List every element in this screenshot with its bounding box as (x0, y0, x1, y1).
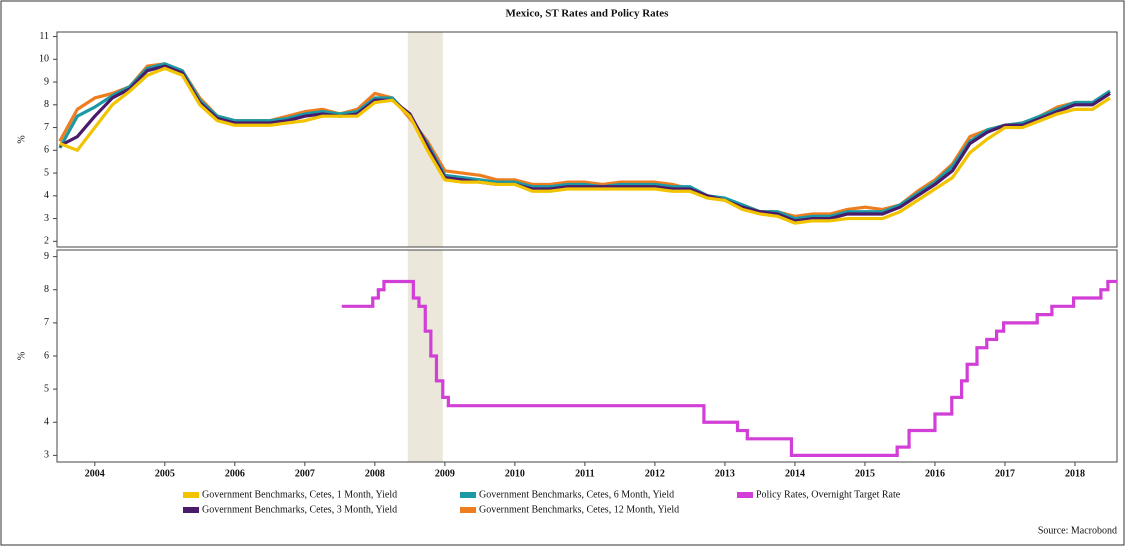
y-tick-label: 7 (44, 122, 49, 133)
series-line (58, 62, 1111, 221)
series-line (59, 66, 1111, 225)
x-tick-label: 2007 (295, 468, 315, 479)
x-tick-label: 2017 (995, 468, 1015, 479)
legend-swatch (460, 492, 476, 498)
legend-label: Government Benchmarks, Cetes, 6 Month, Y… (479, 489, 674, 500)
y-tick-label: 3 (44, 450, 49, 461)
x-tick-label: 2018 (1065, 468, 1085, 479)
y-tick-label: 2 (44, 236, 49, 247)
legend-label: Government Benchmarks, Cetes, 1 Month, Y… (202, 489, 397, 500)
series-layer (58, 62, 1111, 225)
y-tick-label: 9 (44, 76, 49, 87)
legend-label: Government Benchmarks, Cetes, 12 Month, … (479, 504, 679, 515)
x-tick-label: 2016 (925, 468, 945, 479)
x-tick-label: 2004 (85, 468, 105, 479)
y-tick-label: 4 (44, 190, 49, 201)
y-tick-label: 11 (39, 31, 49, 42)
legend-swatch (460, 507, 476, 513)
x-tick-label: 2005 (155, 468, 175, 479)
plot-frame (56, 31, 1118, 248)
x-tick-label: 2013 (715, 468, 735, 479)
y-tick-label: 9 (44, 251, 49, 262)
x-tick-label: 2008 (365, 468, 385, 479)
x-tick-label: 2010 (505, 468, 525, 479)
legend-swatch (183, 492, 199, 498)
y-tick-label: 6 (44, 145, 49, 156)
y-tick-label: 7 (44, 317, 49, 328)
x-tick-label: 2009 (435, 468, 455, 479)
series-line (59, 64, 1111, 223)
y-tick-label: 5 (44, 383, 49, 394)
y-tick-label: 10 (39, 54, 49, 65)
y-axis-label: % (16, 352, 27, 360)
legend-swatch (183, 507, 199, 513)
chart-title: Mexico, ST Rates and Policy Rates (506, 8, 670, 20)
x-tick-label: 2015 (855, 468, 875, 479)
y-tick-label: 8 (44, 99, 49, 110)
legend-label: Policy Rates, Overnight Target Rate (756, 489, 901, 500)
y-tick-label: 3 (44, 213, 49, 224)
series-layer (341, 279, 1117, 457)
x-tick-label: 2014 (785, 468, 805, 479)
legend-swatch (737, 492, 753, 498)
y-tick-label: 5 (44, 167, 49, 178)
y-tick-label: 4 (44, 417, 49, 428)
y-tick-label: 8 (44, 284, 49, 295)
x-tick-label: 2011 (575, 468, 594, 479)
y-tick-label: 6 (44, 350, 49, 361)
x-tick-label: 2012 (645, 468, 665, 479)
legend-label: Government Benchmarks, Cetes, 3 Month, Y… (202, 504, 397, 515)
y-axis-label: % (16, 135, 27, 143)
source-note: Source: Macrobond (1038, 525, 1117, 536)
x-tick-label: 2006 (225, 468, 245, 479)
